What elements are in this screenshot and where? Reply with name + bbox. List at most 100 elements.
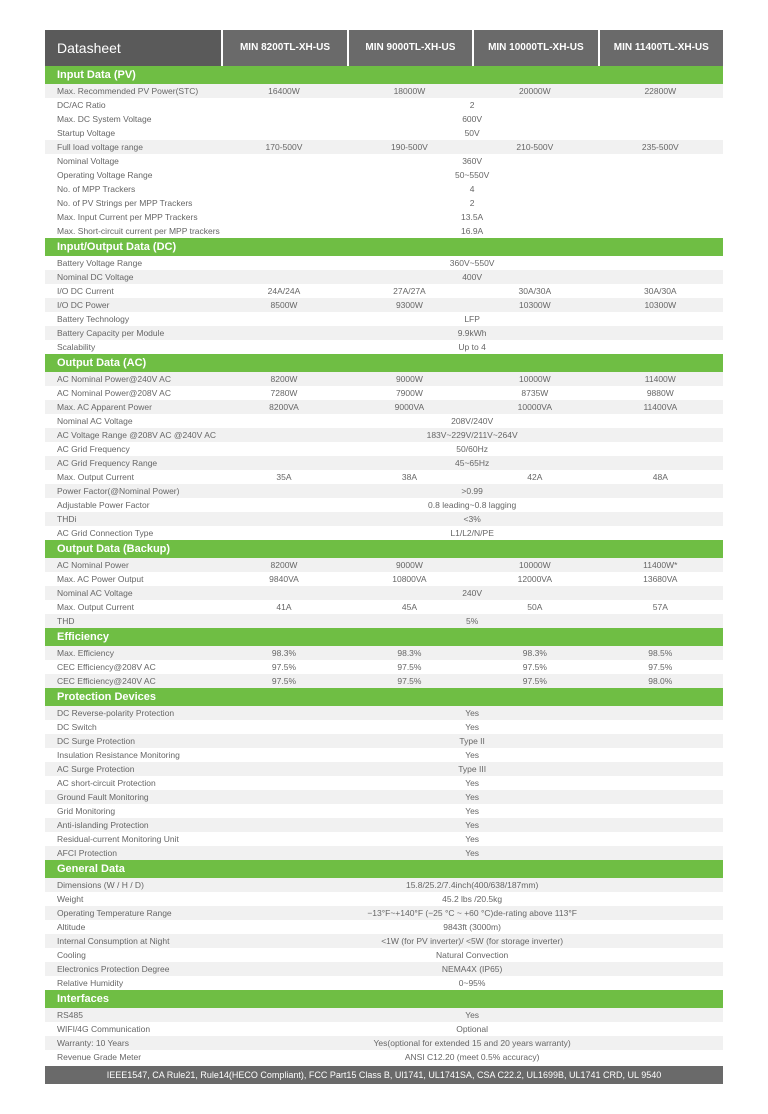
spec-row: Startup Voltage50V bbox=[45, 126, 723, 140]
spec-value: 9300W bbox=[347, 298, 472, 312]
spec-label: Max. Recommended PV Power(STC) bbox=[45, 84, 221, 98]
spec-value: 50~550V bbox=[221, 168, 723, 182]
spec-value: Type III bbox=[221, 762, 723, 776]
spec-values: 8200VA9000VA10000VA11400VA bbox=[221, 400, 723, 414]
spec-row: Max. Recommended PV Power(STC)16400W1800… bbox=[45, 84, 723, 98]
spec-value: Yes bbox=[221, 720, 723, 734]
spec-label: AC Nominal Power bbox=[45, 558, 221, 572]
spec-label: DC/AC Ratio bbox=[45, 98, 221, 112]
spec-value: 600V bbox=[221, 112, 723, 126]
spec-row: I/O DC Current24A/24A27A/27A30A/30A30A/3… bbox=[45, 284, 723, 298]
spec-value: 2 bbox=[221, 98, 723, 112]
spec-label: Anti-islanding Protection bbox=[45, 818, 221, 832]
spec-value: 10800VA bbox=[347, 572, 472, 586]
spec-label: AC Grid Frequency Range bbox=[45, 456, 221, 470]
spec-value: 97.5% bbox=[221, 660, 346, 674]
spec-row: Power Factor(@Nominal Power)>0.99 bbox=[45, 484, 723, 498]
spec-row: Internal Consumption at Night<1W (for PV… bbox=[45, 934, 723, 948]
spec-label: Residual-current Monitoring Unit bbox=[45, 832, 221, 846]
spec-value: Yes bbox=[221, 846, 723, 860]
spec-row: Nominal DC Voltage400V bbox=[45, 270, 723, 284]
spec-row: DC SwitchYes bbox=[45, 720, 723, 734]
spec-label: THD bbox=[45, 614, 221, 628]
spec-value: 190-500V bbox=[347, 140, 472, 154]
spec-label: Internal Consumption at Night bbox=[45, 934, 221, 948]
spec-row: Relative Humidity0~95% bbox=[45, 976, 723, 990]
certifications-footer: IEEE1547, CA Rule21, Rule14(HECO Complia… bbox=[45, 1066, 723, 1084]
spec-label: DC Surge Protection bbox=[45, 734, 221, 748]
spec-values: 13.5A bbox=[221, 210, 723, 224]
spec-values: 35A38A42A48A bbox=[221, 470, 723, 484]
spec-label: AC short-circuit Protection bbox=[45, 776, 221, 790]
spec-values: Yes bbox=[221, 832, 723, 846]
spec-value: 16400W bbox=[221, 84, 346, 98]
spec-label: AC Nominal Power@208V AC bbox=[45, 386, 221, 400]
spec-value: 0.8 leading~0.8 lagging bbox=[221, 498, 723, 512]
spec-value: Yes bbox=[221, 776, 723, 790]
spec-label: Max. Short-circuit current per MPP track… bbox=[45, 224, 221, 238]
spec-row: AC Nominal Power8200W9000W10000W11400W* bbox=[45, 558, 723, 572]
spec-values: L1/L2/N/PE bbox=[221, 526, 723, 540]
spec-values: >0.99 bbox=[221, 484, 723, 498]
header-row: Datasheet MIN 8200TL-XH-USMIN 9000TL-XH-… bbox=[45, 30, 723, 66]
model-column-header: MIN 9000TL-XH-US bbox=[347, 30, 472, 66]
spec-value: 8200W bbox=[221, 372, 346, 386]
spec-label: Warranty: 10 Years bbox=[45, 1036, 221, 1050]
spec-values: Yes bbox=[221, 720, 723, 734]
spec-label: Startup Voltage bbox=[45, 126, 221, 140]
spec-row: Warranty: 10 YearsYes(optional for exten… bbox=[45, 1036, 723, 1050]
spec-row: No. of PV Strings per MPP Trackers2 bbox=[45, 196, 723, 210]
spec-values: 9843ft (3000m) bbox=[221, 920, 723, 934]
spec-label: Nominal Voltage bbox=[45, 154, 221, 168]
section-header: Input/Output Data (DC) bbox=[45, 238, 723, 256]
spec-label: Adjustable Power Factor bbox=[45, 498, 221, 512]
spec-values: 208V/240V bbox=[221, 414, 723, 428]
spec-row: AC Grid Frequency Range45~65Hz bbox=[45, 456, 723, 470]
spec-value: 97.5% bbox=[472, 674, 597, 688]
spec-value: 57A bbox=[598, 600, 723, 614]
spec-row: Revenue Grade MeterANSI C12.20 (meet 0.5… bbox=[45, 1050, 723, 1064]
spec-values: 50/60Hz bbox=[221, 442, 723, 456]
spec-value: 18000W bbox=[347, 84, 472, 98]
spec-value: 13680VA bbox=[598, 572, 723, 586]
spec-value: Yes bbox=[221, 706, 723, 720]
spec-row: Adjustable Power Factor0.8 leading~0.8 l… bbox=[45, 498, 723, 512]
spec-value: Yes bbox=[221, 804, 723, 818]
spec-values: Optional bbox=[221, 1022, 723, 1036]
spec-value: L1/L2/N/PE bbox=[221, 526, 723, 540]
spec-row: Max. Short-circuit current per MPP track… bbox=[45, 224, 723, 238]
spec-value: LFP bbox=[221, 312, 723, 326]
spec-values: 98.3%98.3%98.3%98.5% bbox=[221, 646, 723, 660]
spec-label: Battery Technology bbox=[45, 312, 221, 326]
spec-value: 11400W* bbox=[598, 558, 723, 572]
spec-values: 8500W9300W10300W10300W bbox=[221, 298, 723, 312]
spec-label: Insulation Resistance Monitoring bbox=[45, 748, 221, 762]
spec-values: 4 bbox=[221, 182, 723, 196]
spec-value: 41A bbox=[221, 600, 346, 614]
spec-row: Grid MonitoringYes bbox=[45, 804, 723, 818]
spec-value: Optional bbox=[221, 1022, 723, 1036]
spec-values: Natural Convection bbox=[221, 948, 723, 962]
spec-row: Max. DC System Voltage600V bbox=[45, 112, 723, 126]
spec-row: Dimensions (W / H / D)15.8/25.2/7.4inch(… bbox=[45, 878, 723, 892]
spec-row: Anti-islanding ProtectionYes bbox=[45, 818, 723, 832]
spec-value: 240V bbox=[221, 586, 723, 600]
spec-label: Dimensions (W / H / D) bbox=[45, 878, 221, 892]
spec-values: Yes(optional for extended 15 and 20 year… bbox=[221, 1036, 723, 1050]
spec-label: Max. Input Current per MPP Trackers bbox=[45, 210, 221, 224]
spec-values: Yes bbox=[221, 846, 723, 860]
spec-value: 50A bbox=[472, 600, 597, 614]
spec-value: 98.3% bbox=[472, 646, 597, 660]
spec-values: 50V bbox=[221, 126, 723, 140]
spec-row: Operating Voltage Range50~550V bbox=[45, 168, 723, 182]
spec-values: 16.9A bbox=[221, 224, 723, 238]
spec-row: Max. Output Current35A38A42A48A bbox=[45, 470, 723, 484]
spec-value: 8735W bbox=[472, 386, 597, 400]
spec-value: 30A/30A bbox=[598, 284, 723, 298]
spec-label: DC Switch bbox=[45, 720, 221, 734]
spec-value: 97.5% bbox=[347, 674, 472, 688]
spec-values: 41A45A50A57A bbox=[221, 600, 723, 614]
spec-value: 9.9kWh bbox=[221, 326, 723, 340]
spec-value: 7900W bbox=[347, 386, 472, 400]
spec-value: 4 bbox=[221, 182, 723, 196]
